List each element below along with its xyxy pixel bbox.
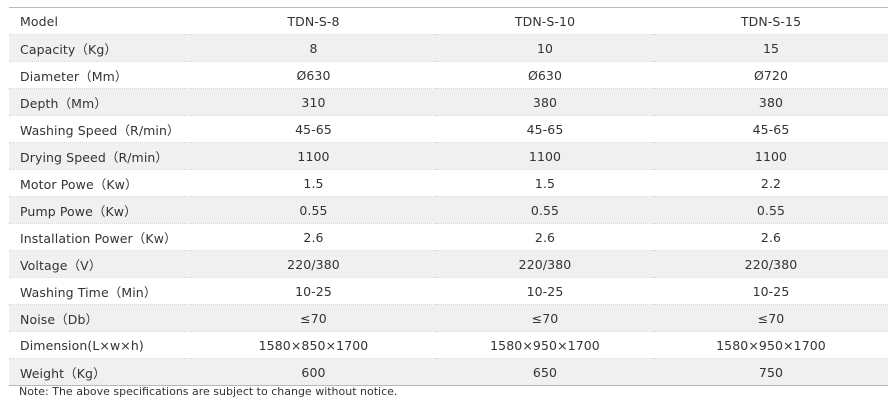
spec-value-cell: Ø720 (654, 61, 888, 89)
spec-value-cell: 45-65 (436, 115, 654, 143)
spec-value-cell: 0.55 (191, 196, 436, 224)
spec-value-cell: 1580×950×1700 (654, 331, 888, 359)
spec-value-cell: 650 (436, 358, 654, 386)
spec-value-cell: 1.5 (436, 169, 654, 197)
table-row: Diameter（Mm） Ø630 Ø630 Ø720 (9, 61, 888, 89)
spec-value-cell: 10-25 (436, 277, 654, 305)
spec-value-cell: ≤70 (654, 304, 888, 332)
table-row: Installation Power（Kw） 2.6 2.6 2.6 (9, 223, 888, 251)
spec-value-cell: Ø630 (436, 61, 654, 89)
spec-value-cell: 45-65 (191, 115, 436, 143)
spec-label-cell: Installation Power（Kw） (9, 223, 191, 251)
spec-value-cell: 1.5 (191, 169, 436, 197)
spec-value-cell: 220/380 (191, 250, 436, 278)
spec-label-cell: Weight（Kg） (9, 358, 191, 386)
specifications-table: Model TDN-S-8 TDN-S-10 TDN-S-15 Capacity… (9, 7, 888, 386)
spec-label-cell: Dimension(L×w×h) (9, 331, 191, 359)
table-row: Washing Speed（R/min） 45-65 45-65 45-65 (9, 115, 888, 143)
spec-value-cell: 600 (191, 358, 436, 386)
spec-value-cell: 10-25 (654, 277, 888, 305)
spec-value-cell: 10 (436, 34, 654, 62)
spec-value-cell: 380 (436, 88, 654, 116)
spec-value-cell: 750 (654, 358, 888, 386)
spec-value-cell: 380 (654, 88, 888, 116)
spec-label-cell: Depth（Mm） (9, 88, 191, 116)
spec-label-cell: Motor Powe（Kw） (9, 169, 191, 197)
spec-value-cell: 2.6 (436, 223, 654, 251)
spec-label-cell: Diameter（Mm） (9, 61, 191, 89)
spec-value-cell: ≤70 (436, 304, 654, 332)
spec-value-cell: 220/380 (654, 250, 888, 278)
table-row: Drying Speed（R/min） 1100 1100 1100 (9, 142, 888, 170)
table-row: Capacity（Kg） 8 10 15 (9, 34, 888, 62)
spec-value-cell: 10-25 (191, 277, 436, 305)
specifications-table-body: Model TDN-S-8 TDN-S-10 TDN-S-15 Capacity… (9, 7, 888, 386)
spec-value-cell: 2.2 (654, 169, 888, 197)
spec-label-cell: Drying Speed（R/min） (9, 142, 191, 170)
table-row: Noise（Db） ≤70 ≤70 ≤70 (9, 304, 888, 332)
table-header-row: Model TDN-S-8 TDN-S-10 TDN-S-15 (9, 7, 888, 35)
table-row: Dimension(L×w×h) 1580×850×1700 1580×950×17… (9, 331, 888, 359)
spec-label-cell: Noise（Db） (9, 304, 191, 332)
spec-label-cell: Pump Powe（Kw） (9, 196, 191, 224)
spec-value-cell: ≤70 (191, 304, 436, 332)
spec-value-cell: 1100 (654, 142, 888, 170)
table-row: Voltage（V） 220/380 220/380 220/380 (9, 250, 888, 278)
spec-value-cell: 0.55 (654, 196, 888, 224)
header-cell-model: TDN-S-8 (191, 7, 436, 35)
header-cell-model: TDN-S-10 (436, 7, 654, 35)
table-row: Depth（Mm） 310 380 380 (9, 88, 888, 116)
spec-value-cell: 2.6 (654, 223, 888, 251)
table-row: Pump Powe（Kw） 0.55 0.55 0.55 (9, 196, 888, 224)
spec-value-cell: 1580×950×1700 (436, 331, 654, 359)
header-cell-label: Model (9, 7, 191, 35)
spec-label-cell: Voltage（V） (9, 250, 191, 278)
table-row: Washing Time（Min） 10-25 10-25 10-25 (9, 277, 888, 305)
spec-label-cell: Washing Time（Min） (9, 277, 191, 305)
spec-value-cell: 220/380 (436, 250, 654, 278)
spec-value-cell: Ø630 (191, 61, 436, 89)
spec-value-cell: 1100 (191, 142, 436, 170)
spec-value-cell: 0.55 (436, 196, 654, 224)
spec-label-cell: Washing Speed（R/min） (9, 115, 191, 143)
spec-value-cell: 310 (191, 88, 436, 116)
spec-value-cell: 15 (654, 34, 888, 62)
spec-value-cell: 45-65 (654, 115, 888, 143)
table-row: Motor Powe（Kw） 1.5 1.5 2.2 (9, 169, 888, 197)
header-cell-model: TDN-S-15 (654, 7, 888, 35)
table-row: Weight（Kg） 600 650 750 (9, 358, 888, 386)
spec-value-cell: 2.6 (191, 223, 436, 251)
spec-label-cell: Capacity（Kg） (9, 34, 191, 62)
spec-value-cell: 1100 (436, 142, 654, 170)
disclaimer-note: Note: The above specifications are subje… (19, 385, 398, 398)
spec-value-cell: 8 (191, 34, 436, 62)
spec-value-cell: 1580×850×1700 (191, 331, 436, 359)
